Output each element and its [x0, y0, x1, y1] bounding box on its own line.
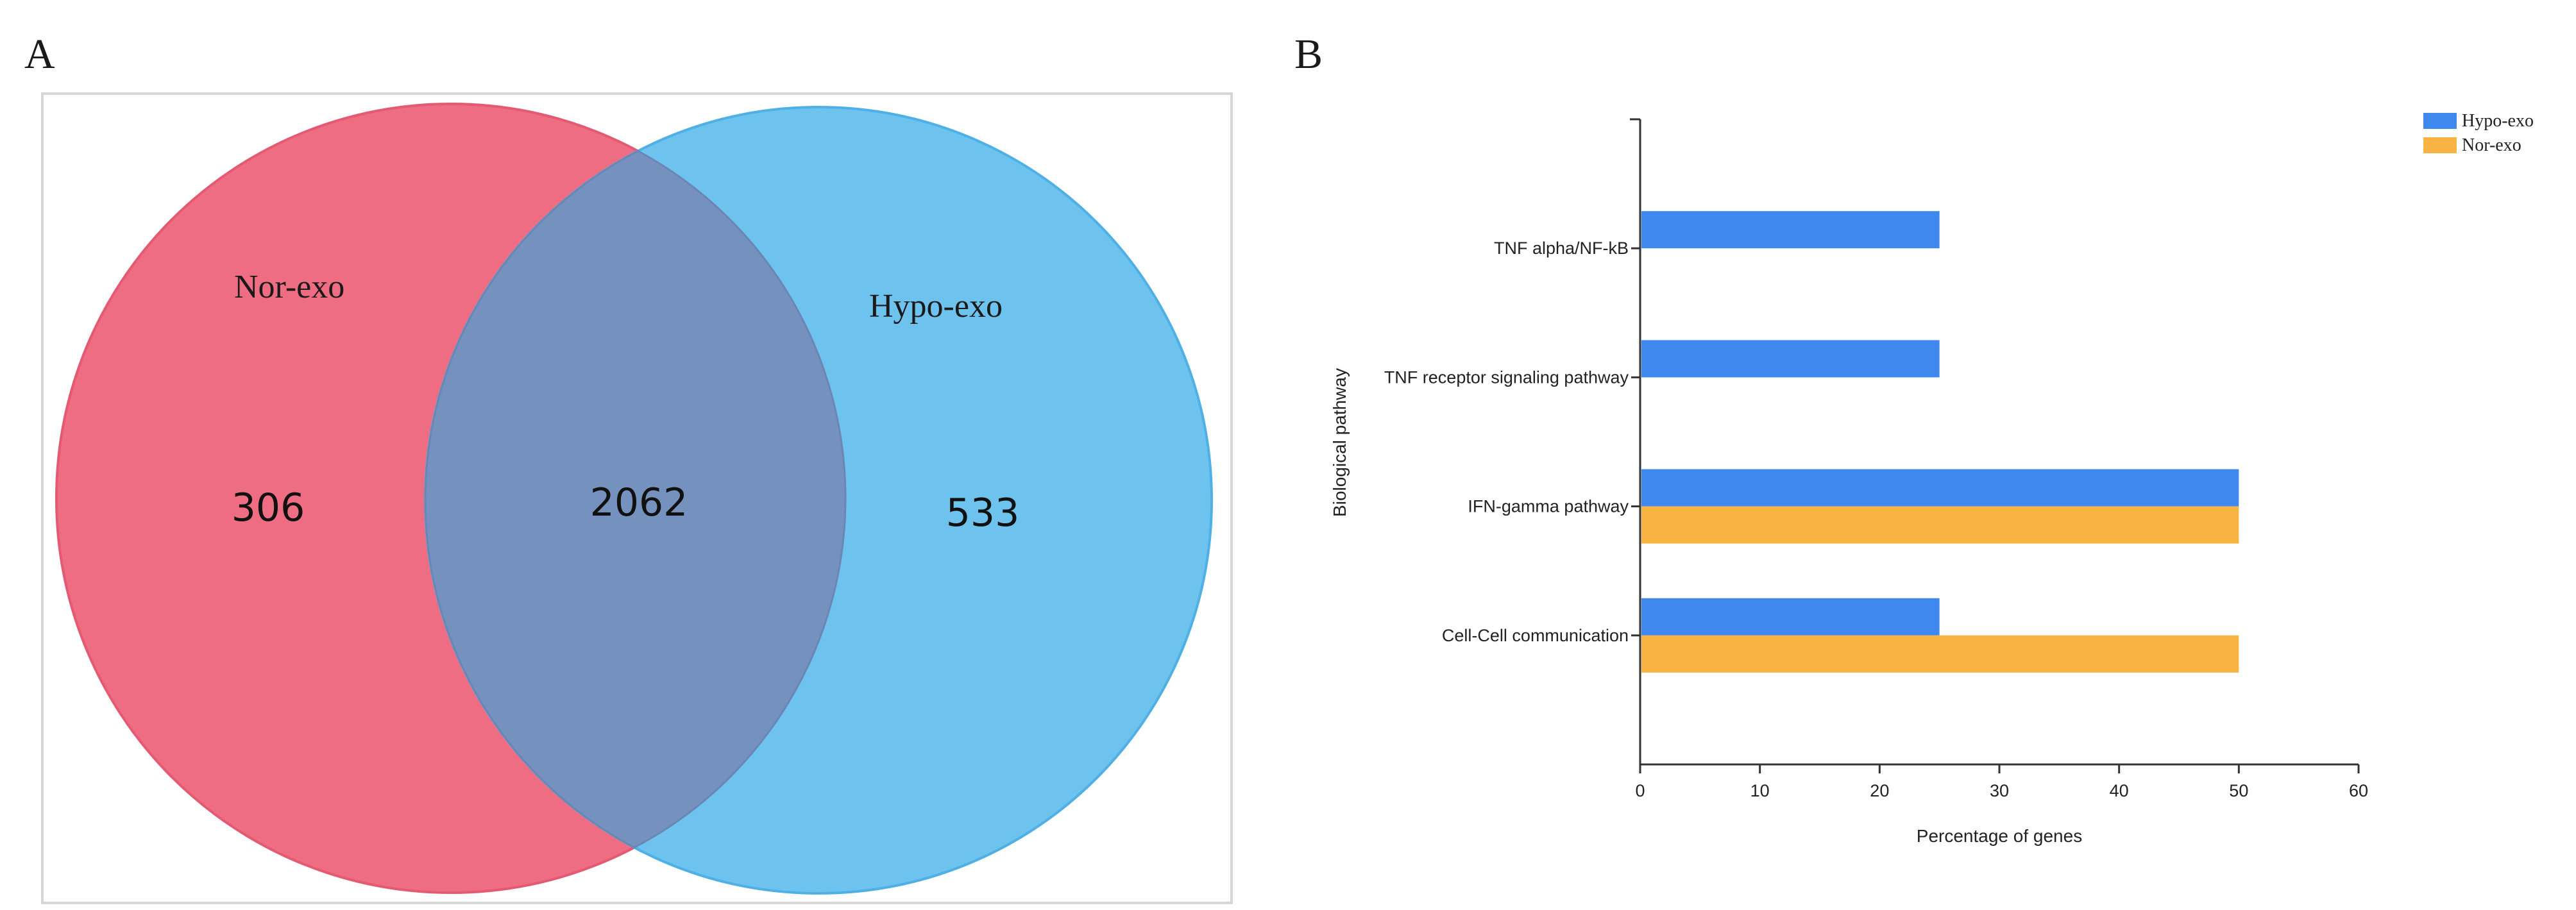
bar-chart: TNF alpha/NF-kB TNF receptor signaling pa… [1330, 111, 2534, 846]
bar-nor-exo-ifn-gamma-pathway [1641, 506, 2239, 544]
bar-hypo-exo-tnf-receptor-signaling-pathway [1641, 340, 1940, 378]
venn-label-hypo-exo: Hypo-exo [869, 288, 1003, 324]
x-tick-label: 20 [1870, 781, 1889, 800]
y-tick-label: Cell-Cell communication [1442, 626, 1629, 645]
x-tick-label: 0 [1635, 781, 1645, 800]
x-ticks: 0 10 20 30 40 50 60 [1635, 764, 2368, 800]
bar-hypo-exo-cell-cell-communication [1641, 598, 1940, 636]
legend-swatch-nor-exo [2423, 137, 2457, 153]
x-tick-label: 50 [2229, 781, 2248, 800]
y-tick-label: TNF receptor signaling pathway [1384, 367, 1629, 387]
x-tick-label: 30 [1990, 781, 2009, 800]
legend-swatch-hypo-exo [2423, 113, 2457, 129]
bars [1641, 211, 2239, 673]
venn-count-nor-only: 306 [232, 485, 305, 530]
venn-overlap-region [424, 149, 847, 849]
panel-label-b: B [1294, 31, 1323, 78]
y-axis-title: Biological pathway [1330, 368, 1350, 517]
venn-count-hypo-only: 533 [946, 491, 1020, 535]
chart-legend: Hypo-exo Nor-exo [2423, 111, 2534, 155]
venn-label-nor-exo: Nor-exo [234, 269, 344, 305]
legend-label-nor-exo: Nor-exo [2462, 135, 2521, 155]
venn-count-intersection: 2062 [590, 480, 688, 525]
y-tick-label: TNF alpha/NF-kB [1494, 239, 1629, 258]
x-tick-label: 40 [2110, 781, 2129, 800]
panel-label-a: A [24, 31, 55, 78]
bar-hypo-exo-ifn-gamma-pathway [1641, 469, 2239, 507]
x-tick-label: 60 [2349, 781, 2368, 800]
y-ticks: TNF alpha/NF-kB TNF receptor signaling pa… [1384, 239, 1640, 645]
y-tick-label: IFN-gamma pathway [1468, 497, 1629, 516]
x-axis-title: Percentage of genes [1917, 826, 2082, 846]
bar-nor-exo-cell-cell-communication [1641, 635, 2239, 673]
bar-hypo-exo-tnf-alpha-nf-kb [1641, 211, 1940, 249]
legend-label-hypo-exo: Hypo-exo [2462, 111, 2534, 131]
venn-diagram: Nor-exo Hypo-exo 306 2062 533 [55, 103, 1213, 895]
x-tick-label: 10 [1750, 781, 1770, 800]
